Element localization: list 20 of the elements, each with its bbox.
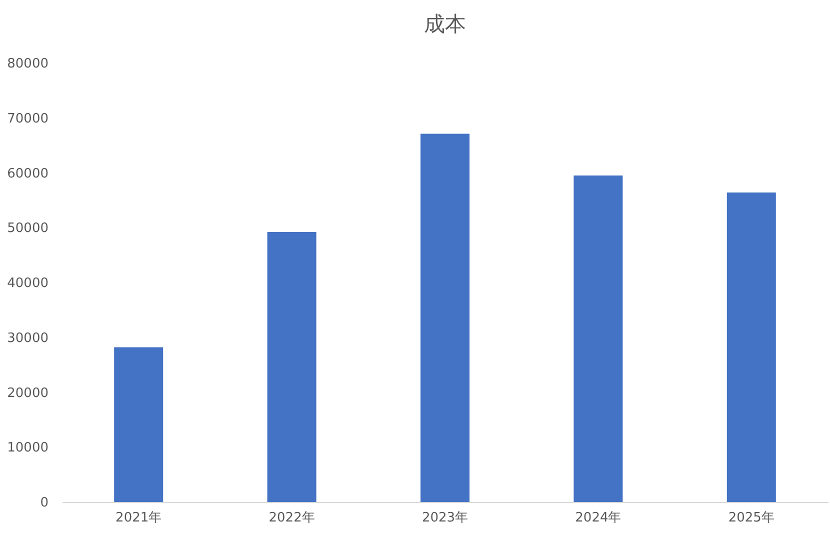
chart-title: 成本 <box>424 12 466 36</box>
bar <box>267 232 316 502</box>
y-tick-label: 40000 <box>7 276 48 291</box>
y-tick-label: 10000 <box>7 440 48 456</box>
x-tick-label: 2023年 <box>422 510 468 526</box>
y-tick-label: 30000 <box>7 330 48 346</box>
y-tick-label: 60000 <box>7 166 48 182</box>
y-tick-label: 70000 <box>7 111 48 126</box>
bar <box>574 175 623 502</box>
x-tick-label: 2024年 <box>575 510 622 526</box>
y-tick-label: 0 <box>40 496 48 510</box>
x-tick-label: 2021年 <box>116 510 162 526</box>
x-tick-label: 2022年 <box>268 510 315 526</box>
y-tick-label: 20000 <box>7 386 48 401</box>
y-tick-label: 80000 <box>7 56 48 72</box>
y-tick-label: 50000 <box>7 221 48 236</box>
bar <box>420 134 470 502</box>
x-tick-label: 2025年 <box>728 510 774 526</box>
bar <box>114 347 164 502</box>
bar <box>726 192 776 502</box>
